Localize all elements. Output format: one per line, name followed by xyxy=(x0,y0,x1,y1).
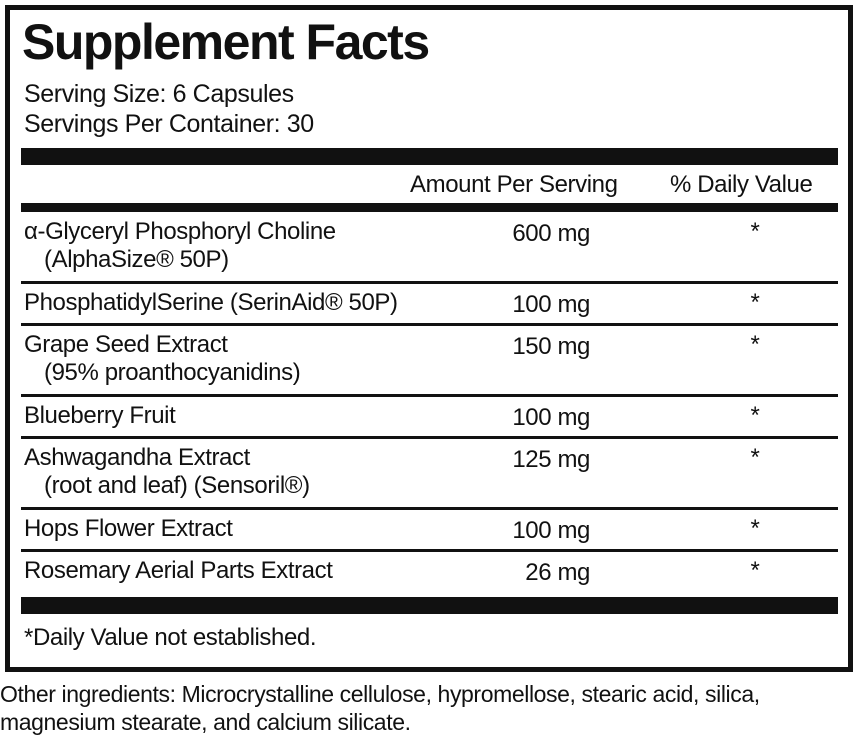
daily-value: * xyxy=(750,331,760,358)
row-rule xyxy=(21,323,838,326)
footnote: *Daily Value not established. xyxy=(24,624,317,651)
daily-value: * xyxy=(750,557,760,584)
ingredient-amount: 125 mg xyxy=(512,446,590,473)
row-rule xyxy=(21,549,838,552)
servings-per-container: Servings Per Container: 30 xyxy=(24,110,314,138)
row-rule xyxy=(21,436,838,439)
ingredient-amount: 26 mg xyxy=(525,559,590,586)
serving-size: Serving Size: 6 Capsules xyxy=(24,80,294,108)
other-ingredients: magnesium stearate, and calcium silicate… xyxy=(0,709,411,735)
medium-rule xyxy=(21,203,838,212)
ingredient-amount: 150 mg xyxy=(512,333,590,360)
daily-value: * xyxy=(750,515,760,542)
ingredient-name: Ashwagandha Extract xyxy=(24,444,250,471)
ingredient-name: α-Glyceryl Phosphoryl Choline xyxy=(24,218,336,245)
ingredient-amount: 100 mg xyxy=(512,404,590,431)
other-ingredients: Other ingredients: Microcrystalline cell… xyxy=(0,681,760,707)
daily-value: * xyxy=(750,289,760,316)
thick-rule xyxy=(21,597,838,614)
ingredient-detail: (95% proanthocyanidins) xyxy=(44,359,301,386)
ingredient-name: Hops Flower Extract xyxy=(24,515,233,542)
header-daily-value: % Daily Value xyxy=(670,171,813,198)
header-amount: Amount Per Serving xyxy=(410,171,618,198)
ingredient-amount: 100 mg xyxy=(512,291,590,318)
daily-value: * xyxy=(750,402,760,429)
ingredient-amount: 100 mg xyxy=(512,517,590,544)
label-border xyxy=(5,5,853,672)
row-rule xyxy=(21,281,838,284)
ingredient-name: Blueberry Fruit xyxy=(24,402,176,429)
ingredient-detail: (root and leaf) (Sensoril®) xyxy=(44,472,310,499)
ingredient-detail: (AlphaSize® 50P) xyxy=(44,246,229,273)
ingredient-name: Grape Seed Extract xyxy=(24,331,228,358)
ingredient-name: PhosphatidylSerine (SerinAid® 50P) xyxy=(24,289,398,316)
thick-rule xyxy=(21,148,838,165)
row-rule xyxy=(21,507,838,510)
daily-value: * xyxy=(750,218,760,245)
title: Supplement Facts xyxy=(22,14,430,70)
ingredient-name: Rosemary Aerial Parts Extract xyxy=(24,557,333,584)
daily-value: * xyxy=(750,444,760,471)
row-rule xyxy=(21,394,838,397)
ingredient-amount: 600 mg xyxy=(512,220,590,247)
